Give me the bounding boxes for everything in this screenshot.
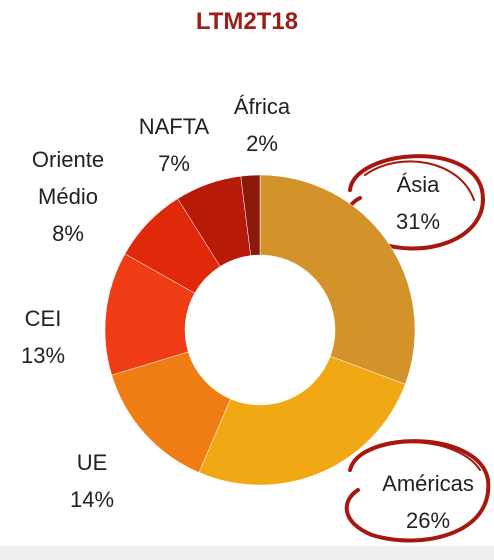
slice-label: Ásia 31%: [363, 166, 473, 240]
category-label: África: [233, 94, 291, 119]
category-label: Oriente Médio: [31, 147, 105, 209]
category-label: Américas: [382, 471, 474, 496]
slice: [198, 355, 406, 486]
value-label: 13%: [20, 343, 66, 368]
slice: [259, 174, 416, 385]
slice-label: NAFTA 7%: [129, 108, 219, 182]
value-label: 14%: [69, 487, 115, 512]
footer-bar: [0, 546, 494, 560]
category-label: Ásia: [396, 172, 440, 197]
category-label: CEI: [24, 306, 62, 331]
slice-label: UE 14%: [52, 444, 132, 518]
slice: [240, 174, 261, 256]
value-label: 31%: [395, 209, 441, 234]
category-label: UE: [76, 450, 108, 475]
slice-label: CEI 13%: [13, 300, 73, 374]
value-label: 26%: [405, 508, 451, 533]
value-label: 7%: [158, 151, 190, 176]
value-label: 8%: [52, 221, 84, 246]
slice-label: Oriente Médio 8%: [18, 141, 118, 252]
slice-label: África 2%: [217, 88, 307, 162]
category-label: NAFTA: [138, 114, 210, 139]
value-label: 2%: [246, 131, 278, 156]
chart-title: LTM2T18: [195, 8, 299, 35]
slice-label: Américas 26%: [363, 465, 493, 539]
